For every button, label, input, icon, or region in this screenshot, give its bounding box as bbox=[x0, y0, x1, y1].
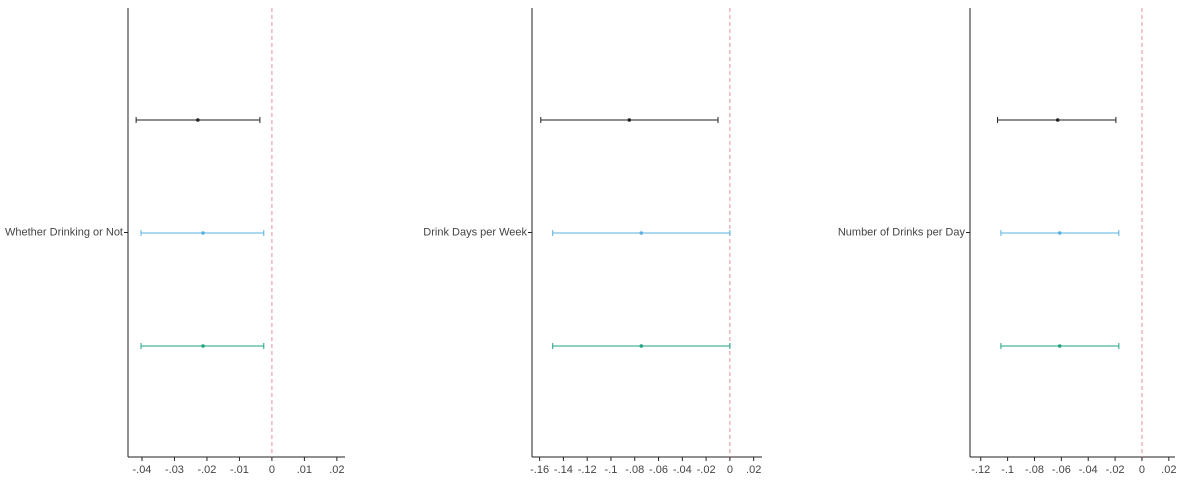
x-tick-label: -.08 bbox=[625, 464, 644, 476]
x-tick-label: -.04 bbox=[132, 464, 151, 476]
x-tick-label: .02 bbox=[746, 464, 761, 476]
category-label: Number of Drinks per Day bbox=[838, 226, 966, 238]
x-tick-label: .01 bbox=[297, 464, 312, 476]
category-label: Whether Drinking or Not bbox=[5, 226, 123, 238]
x-tick-label: -.03 bbox=[165, 464, 184, 476]
x-tick-label: -.12 bbox=[971, 464, 990, 476]
estimate-point bbox=[196, 118, 200, 122]
x-tick-label: -.04 bbox=[1079, 464, 1098, 476]
x-tick-label: 0 bbox=[269, 464, 275, 476]
estimate-point bbox=[1057, 231, 1062, 235]
estimate-point bbox=[639, 231, 644, 235]
x-tick-label: -.02 bbox=[1106, 464, 1125, 476]
x-tick-label: -.1 bbox=[605, 464, 618, 476]
x-tick-label: -.14 bbox=[554, 464, 573, 476]
x-tick-label: -.12 bbox=[578, 464, 597, 476]
x-tick-label: .02 bbox=[329, 464, 344, 476]
x-tick-label: -.06 bbox=[649, 464, 668, 476]
x-tick-label: -.08 bbox=[1025, 464, 1044, 476]
estimate-point bbox=[1055, 118, 1060, 122]
estimate-point bbox=[627, 118, 632, 122]
x-tick-label: 0 bbox=[1139, 464, 1145, 476]
x-tick-label: -.06 bbox=[1052, 464, 1071, 476]
x-tick-label: 0 bbox=[727, 464, 733, 476]
category-label: Drink Days per Week bbox=[423, 226, 527, 238]
x-tick-label: -.16 bbox=[530, 464, 549, 476]
estimate-point bbox=[201, 231, 205, 235]
x-tick-label: -.01 bbox=[230, 464, 249, 476]
estimate-point bbox=[1057, 344, 1062, 348]
x-tick-label: .02 bbox=[1161, 464, 1176, 476]
x-tick-label: -.04 bbox=[673, 464, 692, 476]
estimate-point bbox=[201, 344, 205, 348]
x-tick-label: -.1 bbox=[1001, 464, 1014, 476]
x-tick-label: -.02 bbox=[197, 464, 216, 476]
estimate-point bbox=[639, 344, 644, 348]
x-tick-label: -.02 bbox=[697, 464, 716, 476]
